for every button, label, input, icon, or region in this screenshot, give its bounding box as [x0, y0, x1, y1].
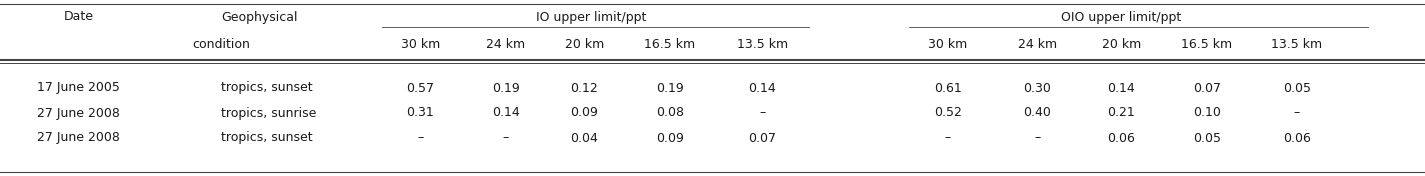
- Text: 0.19: 0.19: [492, 81, 520, 95]
- Text: Date: Date: [63, 11, 94, 24]
- Text: 0.14: 0.14: [1107, 81, 1136, 95]
- Text: OIO upper limit/ppt: OIO upper limit/ppt: [1062, 11, 1181, 24]
- Text: 0.06: 0.06: [1107, 131, 1136, 144]
- Text: 27 June 2008: 27 June 2008: [37, 131, 120, 144]
- Text: 0.07: 0.07: [748, 131, 777, 144]
- Text: –: –: [418, 131, 423, 144]
- Text: 0.52: 0.52: [933, 106, 962, 120]
- Text: 0.08: 0.08: [656, 106, 684, 120]
- Text: 13.5 km: 13.5 km: [1271, 37, 1322, 51]
- Text: 20 km: 20 km: [564, 37, 604, 51]
- Text: 0.31: 0.31: [406, 106, 435, 120]
- Text: 30 km: 30 km: [928, 37, 968, 51]
- Text: 0.05: 0.05: [1193, 131, 1221, 144]
- Text: 0.09: 0.09: [656, 131, 684, 144]
- Text: 0.09: 0.09: [570, 106, 598, 120]
- Text: 0.19: 0.19: [656, 81, 684, 95]
- Text: 24 km: 24 km: [486, 37, 526, 51]
- Text: 24 km: 24 km: [1017, 37, 1057, 51]
- Text: condition: condition: [192, 37, 249, 51]
- Text: 27 June 2008: 27 June 2008: [37, 106, 120, 120]
- Text: 16.5 km: 16.5 km: [644, 37, 695, 51]
- Text: 0.57: 0.57: [406, 81, 435, 95]
- Text: 30 km: 30 km: [400, 37, 440, 51]
- Text: 0.30: 0.30: [1023, 81, 1052, 95]
- Text: tropics, sunrise: tropics, sunrise: [221, 106, 316, 120]
- Text: 0.07: 0.07: [1193, 81, 1221, 95]
- Text: 13.5 km: 13.5 km: [737, 37, 788, 51]
- Text: –: –: [945, 131, 950, 144]
- Text: –: –: [1035, 131, 1040, 144]
- Text: 0.12: 0.12: [570, 81, 598, 95]
- Text: 0.40: 0.40: [1023, 106, 1052, 120]
- Text: 0.14: 0.14: [748, 81, 777, 95]
- Text: 0.05: 0.05: [1282, 81, 1311, 95]
- Text: tropics, sunset: tropics, sunset: [221, 131, 312, 144]
- Text: –: –: [760, 106, 765, 120]
- Text: 0.14: 0.14: [492, 106, 520, 120]
- Text: 0.10: 0.10: [1193, 106, 1221, 120]
- Text: IO upper limit/ppt: IO upper limit/ppt: [536, 11, 647, 24]
- Text: 0.06: 0.06: [1282, 131, 1311, 144]
- Text: tropics, sunset: tropics, sunset: [221, 81, 312, 95]
- Text: –: –: [1294, 106, 1300, 120]
- Text: –: –: [503, 131, 509, 144]
- Text: 16.5 km: 16.5 km: [1181, 37, 1233, 51]
- Text: 0.21: 0.21: [1107, 106, 1136, 120]
- Text: 17 June 2005: 17 June 2005: [37, 81, 120, 95]
- Text: Geophysical: Geophysical: [221, 11, 298, 24]
- Text: 20 km: 20 km: [1102, 37, 1141, 51]
- Text: 0.04: 0.04: [570, 131, 598, 144]
- Text: 0.61: 0.61: [933, 81, 962, 95]
